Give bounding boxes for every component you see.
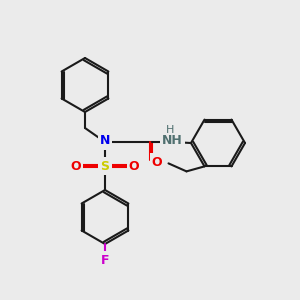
Text: S: S: [100, 159, 110, 173]
Text: NH: NH: [162, 134, 182, 148]
Text: N: N: [100, 134, 110, 148]
Text: O: O: [129, 160, 139, 173]
Text: F: F: [101, 254, 109, 266]
Text: O: O: [152, 155, 162, 169]
Text: O: O: [129, 160, 139, 173]
Text: H: H: [166, 125, 174, 135]
Text: F: F: [101, 254, 109, 266]
Text: O: O: [71, 160, 81, 173]
Text: O: O: [152, 155, 162, 169]
Text: S: S: [100, 160, 109, 172]
Text: NH: NH: [162, 134, 182, 148]
Text: N: N: [100, 134, 110, 148]
Text: NH: NH: [162, 134, 182, 148]
Text: O: O: [71, 160, 81, 173]
